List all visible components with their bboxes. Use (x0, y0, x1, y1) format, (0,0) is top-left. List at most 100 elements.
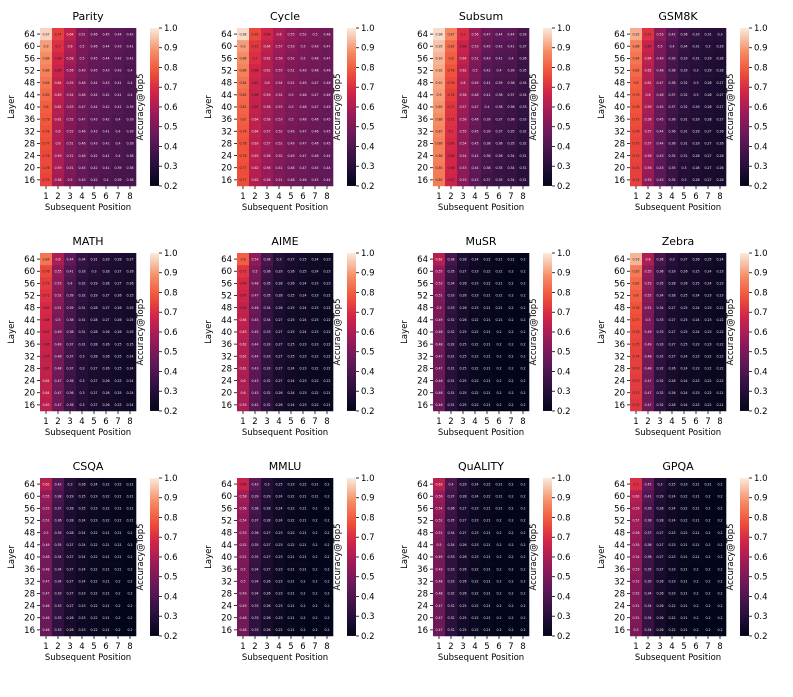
heatmap-cell (714, 338, 727, 351)
cell-value-label: 0.23 (311, 282, 318, 286)
cell-value-label: 0.44 (90, 93, 97, 97)
cell-value-label: 0.62 (435, 257, 442, 261)
cell-value-label: 0.38 (483, 154, 490, 158)
heatmap-cell (678, 28, 691, 41)
heatmap-cell (297, 137, 310, 150)
heatmap-cell (76, 88, 89, 102)
cell-value-label: 0.68 (251, 69, 258, 73)
y-tick-label: 52 (24, 517, 35, 527)
cell-value-label: 0.39 (644, 507, 651, 511)
cell-value-label: 0.66 (251, 93, 258, 97)
cell-value-label: 0.37 (644, 531, 651, 535)
cell-value-label: 0.24 (90, 482, 97, 486)
cell-value-label: 0.46 (311, 129, 318, 133)
heatmap-cell (52, 173, 65, 187)
heatmap-cell (100, 76, 113, 90)
heatmap-cell (76, 623, 89, 637)
heatmap-cell (642, 386, 655, 400)
x-tick-label: 3 (67, 417, 72, 427)
cell-value-label: 0.25 (680, 342, 687, 346)
cell-value-label: 0.2 (115, 604, 120, 608)
heatmap-cell (273, 502, 286, 515)
heatmap-cell (630, 149, 643, 162)
cell-value-label: 0.34 (680, 44, 687, 48)
cell-value-label: 0.32 (447, 604, 454, 608)
heatmap-cell (642, 28, 655, 41)
cell-value-label: 0.25 (680, 330, 687, 334)
heatmap-cell (64, 550, 77, 564)
cell-value-label: 0.34 (54, 555, 61, 559)
cell-value-label: 0.49 (656, 57, 663, 61)
cell-value-label: 0.2 (705, 616, 710, 620)
colorbar-tick-label: 0.4 (164, 142, 178, 152)
cell-value-label: 0.88 (239, 57, 246, 61)
colorbar-tick-label: 0.2 (754, 182, 768, 192)
cell-value-label: 0.5 (79, 57, 84, 61)
heatmap-cell (64, 88, 77, 102)
cell-value-label: 0.9 (436, 93, 441, 97)
cell-value-label: 0.48 (656, 69, 663, 73)
cell-value-label: 0.21 (495, 269, 502, 273)
heatmap-cell (517, 398, 530, 412)
heatmap-cell (124, 587, 137, 600)
x-tick-label: 2 (448, 642, 453, 652)
heatmap-cell (321, 137, 334, 150)
cell-value-label: 0.23 (275, 531, 282, 535)
heatmap-cell (124, 374, 137, 387)
colorbar-tick-label: 1.0 (361, 474, 375, 484)
heatmap-cell (630, 289, 643, 302)
heatmap-cell (237, 514, 250, 527)
x-tick-label: 6 (496, 642, 501, 652)
cell-value-label: 0.5 (436, 543, 441, 547)
cell-value-label: 0.25 (459, 403, 466, 407)
cell-value-label: 0.34 (251, 592, 258, 596)
cell-value-label: 0.48 (78, 93, 85, 97)
cell-value-label: 0.2 (496, 342, 501, 346)
y-tick-label: 28 (221, 589, 232, 599)
cell-value-label: 0.2 (324, 579, 329, 583)
heatmap-cell (654, 40, 667, 53)
cell-value-label: 0.21 (483, 531, 490, 535)
heatmap-cell (52, 599, 65, 612)
cell-value-label: 0.36 (66, 379, 73, 383)
cell-value-label: 0.24 (668, 507, 675, 511)
cell-value-label: 0.4 (448, 482, 453, 486)
cell-value-label: 0.53 (66, 105, 73, 109)
heatmap-cell (273, 362, 286, 375)
heatmap-cell (678, 301, 691, 315)
heatmap-cell (702, 277, 715, 290)
cell-value-label: 0.2 (508, 494, 513, 498)
cell-value-label: 0.2 (508, 579, 513, 583)
heatmap-cell (321, 325, 334, 339)
heatmap-cell (642, 325, 655, 339)
x-axis-label: Subsequent Position (635, 203, 721, 213)
cell-value-label: 0.31 (78, 330, 85, 334)
y-axis-label: Layer (204, 320, 214, 344)
cell-value-label: 0.23 (471, 507, 478, 511)
cell-value-label: 0.21 (680, 567, 687, 571)
cell-value-label: 0.45 (90, 57, 97, 61)
heatmap-cell (64, 587, 77, 600)
cell-value-label: 0.31 (90, 257, 97, 261)
cell-value-label: 0.69 (447, 142, 454, 146)
heatmap-cell (273, 526, 286, 540)
cell-value-label: 0.2 (496, 519, 501, 523)
cell-value-label: 0.21 (102, 628, 109, 632)
panel-title: AIME (271, 235, 298, 248)
cell-value-label: 0.25 (126, 330, 133, 334)
cell-value-label: 0.43 (102, 81, 109, 85)
cell-value-label: 0.44 (495, 32, 502, 36)
x-tick-label: 7 (312, 417, 317, 427)
heatmap-cell (112, 28, 125, 41)
heatmap-cell (52, 289, 65, 302)
cell-value-label: 0.2 (508, 604, 513, 608)
cell-value-label: 0.57 (275, 44, 282, 48)
heatmap-cell (88, 490, 101, 503)
heatmap-cell (469, 265, 482, 278)
cell-value-label: 0.27 (716, 81, 723, 85)
cell-value-label: 0.43 (656, 154, 663, 158)
cell-value-label: 0.21 (483, 604, 490, 608)
y-tick-label: 52 (24, 292, 35, 302)
heatmap-cell (481, 149, 494, 162)
heatmap-cell (88, 478, 101, 491)
